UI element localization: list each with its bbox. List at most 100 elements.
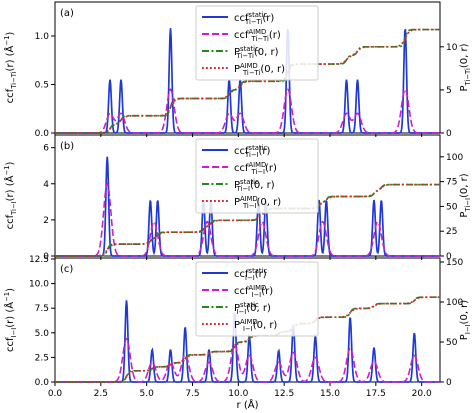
y-right-tick-label: 75 [446, 178, 457, 188]
legend-entry: ccfAIMD I−I(r) [234, 284, 273, 299]
legend-entry: ccfstatic Ti−Ti(r) [234, 11, 274, 26]
text-span: (0, r) [254, 47, 279, 58]
text-span: ccf [5, 337, 16, 352]
legend-entry: ccfstatic I−I(r) [234, 267, 267, 282]
y-left-tick-label: 12.5 [29, 255, 49, 265]
text-span: −1 [3, 292, 11, 302]
text-span: Ti−I [250, 168, 265, 176]
text-span: AIMD [240, 195, 258, 203]
text-span: Ti−I [242, 202, 257, 210]
series-p-aimd [55, 296, 440, 383]
series-ccf-aimd [55, 182, 440, 257]
x-tick-label: 15.0 [320, 389, 340, 399]
text-span: static [249, 267, 268, 275]
axes-frame [54, 257, 441, 383]
text-span: static [249, 11, 268, 19]
text-span: ccf [234, 163, 249, 174]
y-right-tick-label: 10 [446, 43, 458, 53]
text-span: static [240, 178, 259, 186]
text-span: ccf [234, 13, 249, 24]
text-span: Ti−I [236, 185, 251, 193]
text-span: AIMD [249, 161, 267, 169]
y-left-tick-label: 7.5 [35, 304, 49, 314]
y-right-tick-label: 50 [446, 202, 458, 212]
text-span: Ti−Ti [236, 52, 254, 60]
y-left-label: ccfI−I(r) (Å−1) [3, 288, 18, 352]
x-tick-label: 17.5 [366, 389, 386, 399]
y-left-tick-label: 4 [43, 180, 49, 190]
text-span: (r) [269, 30, 281, 41]
y-left-tick-label: 10.0 [29, 280, 49, 290]
text-span: AIMD [240, 62, 258, 70]
text-span: ccf [234, 269, 249, 280]
x-tick-label: 10.0 [228, 389, 248, 399]
legend-entry: ccfAIMD Ti−I(r) [234, 161, 277, 176]
text-span: I−I [464, 324, 472, 334]
y-left-tick-label: 1.0 [35, 32, 50, 42]
series-ccf-aimd [55, 88, 440, 134]
text-span: I−I [10, 328, 18, 338]
legend-entry: Pstatic Ti−I(0, r) [234, 178, 275, 193]
y-left-label: ccfTi−Ti(r) (Å−1) [3, 32, 18, 104]
legend-entry: PAIMD Ti−Ti(0, r) [234, 62, 285, 77]
legend-box [195, 261, 319, 337]
x-axis-label: r (Å) [237, 398, 259, 411]
text-span: Ti−Ti [250, 35, 268, 43]
text-span: −1 [3, 36, 11, 46]
text-span: P [234, 47, 240, 58]
text-span: Ti−I [244, 151, 259, 159]
text-span: ccf [234, 146, 249, 157]
text-span: (r) (Å [3, 302, 16, 328]
legend-entry: Pstatic I−I(0, r) [234, 301, 271, 316]
text-span: P [459, 85, 470, 91]
y-right-tick-label: 100 [446, 298, 463, 308]
text-span: (0, r) [260, 64, 285, 75]
x-tick-label: 20.0 [412, 389, 432, 399]
text-span: Ti−I [10, 201, 18, 216]
text-span: AIMD [240, 318, 258, 326]
y-right-tick-label: 150 [446, 258, 463, 268]
text-span: (r) [265, 163, 277, 174]
text-span: static [240, 45, 259, 53]
text-span: Ti−Ti [244, 18, 262, 26]
x-tick-label: 0.0 [48, 389, 63, 399]
series-ccf-static [55, 156, 440, 257]
text-span: ) [5, 288, 16, 292]
y-right-label: PTi−Ti(0, r) [459, 43, 472, 91]
text-span: I−I [251, 291, 261, 299]
text-span: ) [5, 161, 16, 165]
text-span: (0, r) [459, 43, 470, 68]
text-span: (r) [261, 286, 273, 297]
text-span: Ti−I [464, 198, 472, 213]
text-span: (0, r) [253, 320, 278, 331]
legend-entry: ccfstatic Ti−I(r) [234, 144, 271, 159]
text-span: (0, r) [257, 197, 282, 208]
panel-label: (c) [60, 264, 73, 275]
text-span: (r) [255, 269, 267, 280]
text-span: P [459, 334, 470, 340]
text-span: AIMD [249, 28, 267, 36]
y-left-tick-label: 0.5 [35, 80, 49, 90]
text-span: ccf [234, 286, 249, 297]
text-span: I−I [245, 274, 255, 282]
text-span: (r) [259, 146, 271, 157]
panel-c: 0.0 2.5 5.0 7.5 10.0 12.5 15.0 17.5 20.0 0.0 2.5 5.… [3, 255, 472, 411]
y-right-tick-label: 0 [446, 252, 452, 262]
y-right-label: PTi−I(0, r) [459, 173, 472, 217]
y-right-tick-label: 100 [446, 153, 463, 163]
text-span: (r) (Å [3, 45, 16, 71]
text-span: static [240, 301, 259, 309]
text-span: P [234, 197, 240, 208]
x-tick-label: 5.0 [140, 389, 155, 399]
series-p-aimd [55, 28, 440, 134]
y-left-label: ccfTi−I(r) (Å−1) [3, 161, 18, 229]
text-span: (0, r) [459, 300, 470, 325]
y-left-tick-label: 5.0 [35, 329, 50, 339]
legend-entry: PAIMD I−I(0, r) [234, 318, 277, 333]
y-left-tick-label: 0 [43, 252, 49, 262]
x-tick-label: 12.5 [274, 389, 294, 399]
y-right-tick-label: 50 [446, 338, 458, 348]
